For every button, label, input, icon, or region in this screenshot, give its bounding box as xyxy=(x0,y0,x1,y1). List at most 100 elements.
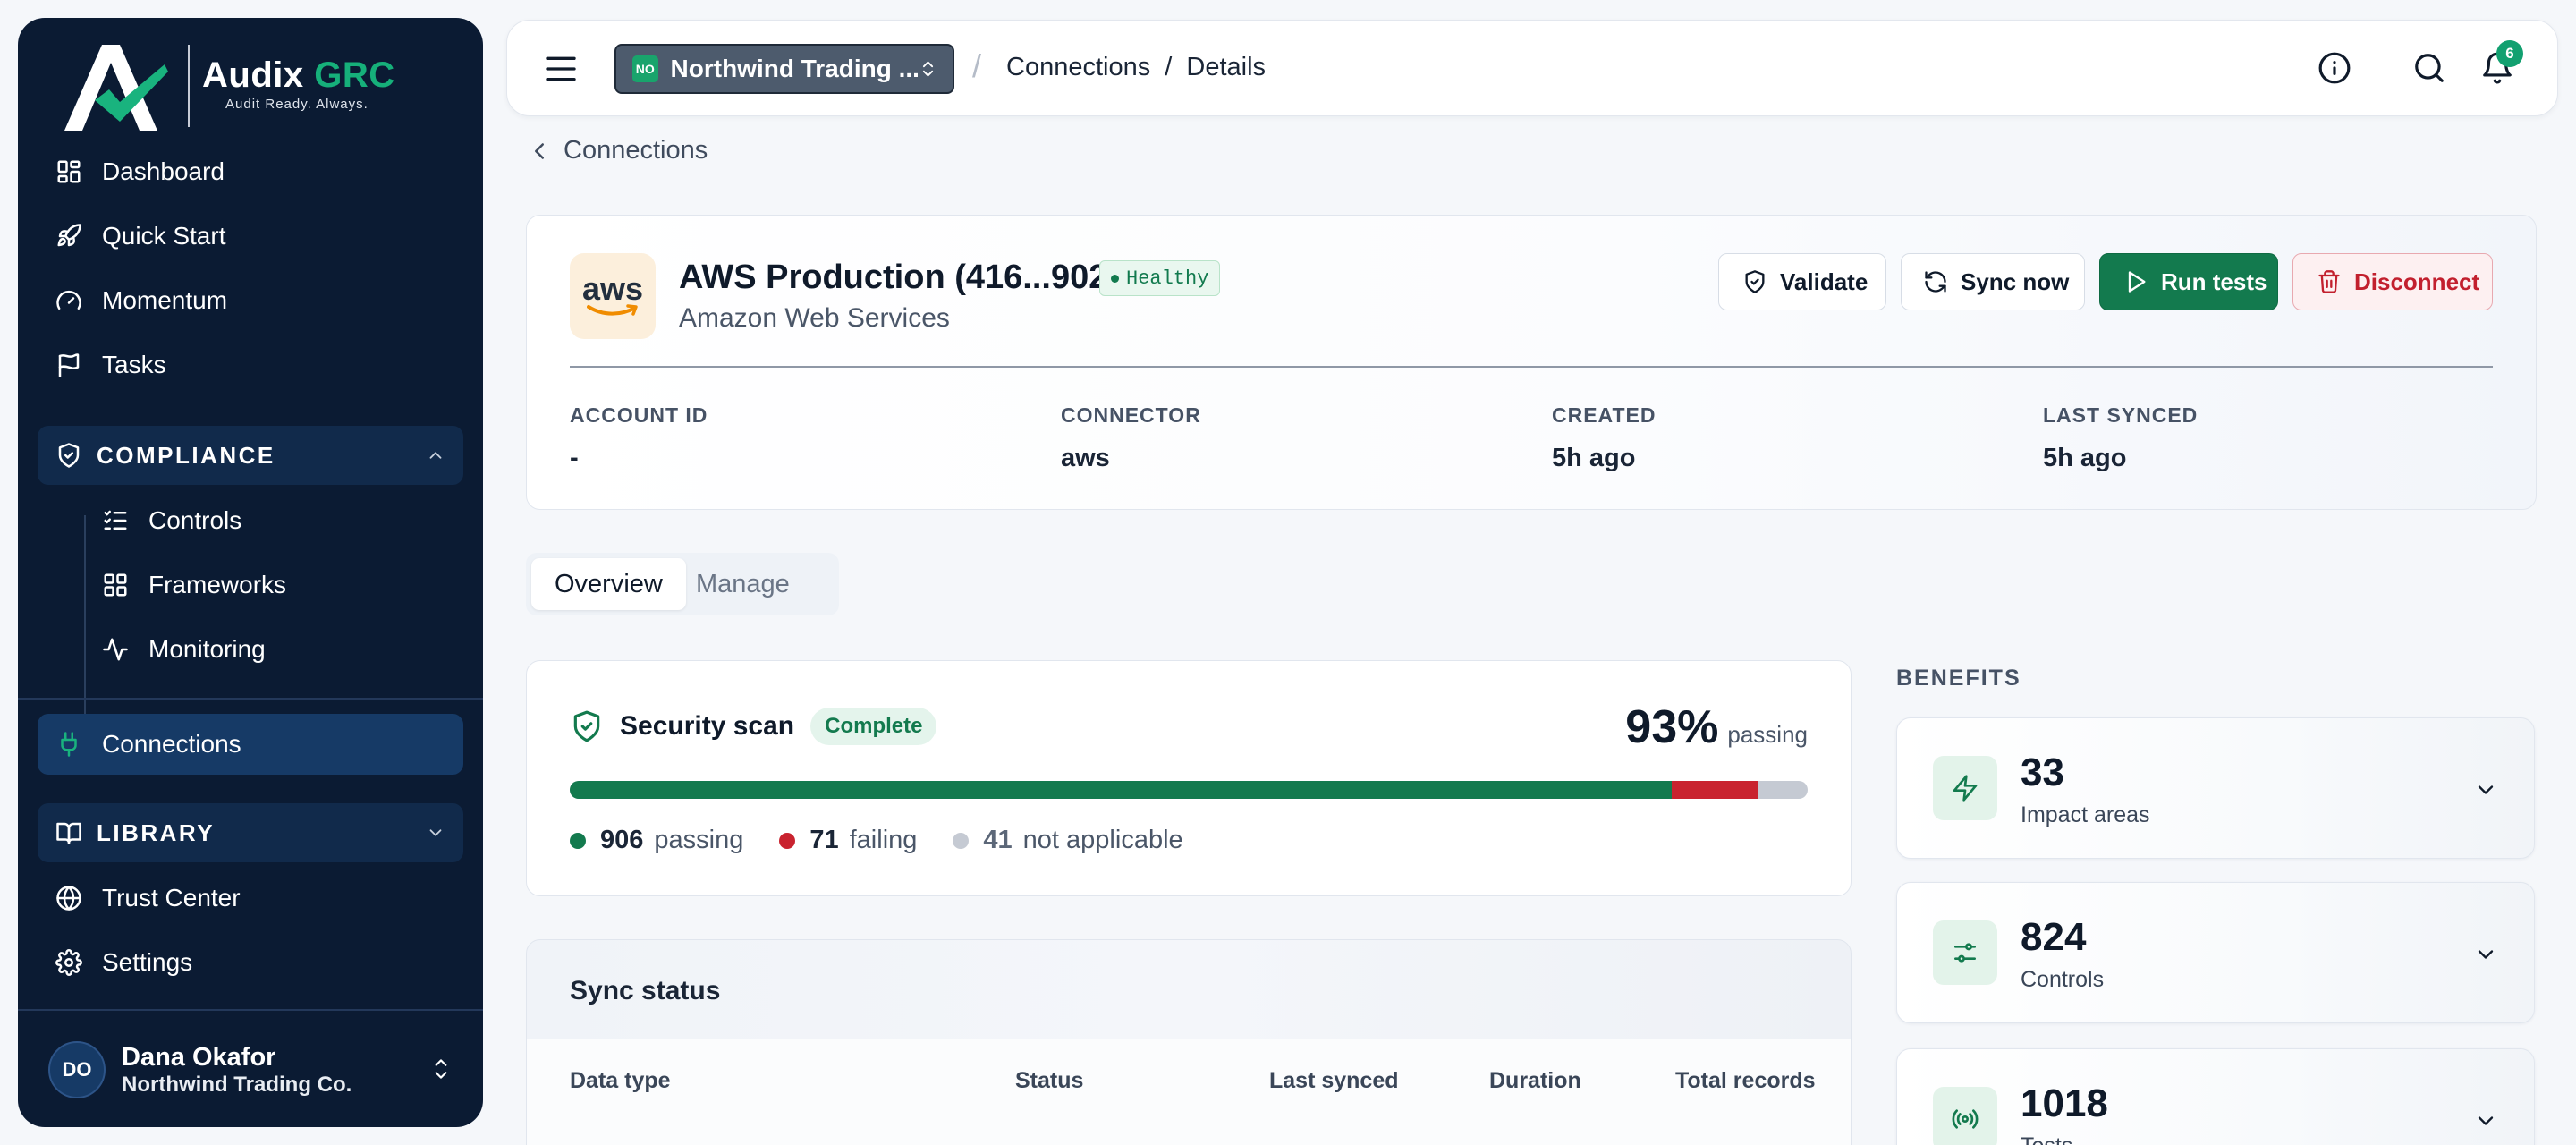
benefit-icon-box xyxy=(1933,920,1997,985)
sidebar-divider xyxy=(18,1009,483,1011)
aws-smile-icon xyxy=(587,304,638,316)
sync-now-label: Sync now xyxy=(1961,267,2070,295)
sidebar-item-settings[interactable]: Settings xyxy=(38,937,463,988)
trash-icon xyxy=(2318,270,2340,293)
benefit-value: 1018 xyxy=(2021,1081,2108,1125)
checklist-icon xyxy=(104,510,127,530)
sidebar-item-monitoring[interactable]: Monitoring xyxy=(38,624,463,674)
column-header[interactable]: Last synced xyxy=(1269,1068,1399,1093)
percent-value: 93% xyxy=(1625,701,1719,753)
chevron-down-icon xyxy=(429,829,442,836)
scan-title: Security scan xyxy=(620,711,795,741)
column-header[interactable]: Total records xyxy=(1675,1068,1816,1093)
passing-label: passing xyxy=(654,826,744,854)
scan-status-badge: Complete xyxy=(810,708,937,745)
tab-manage[interactable]: Manage xyxy=(696,569,790,598)
sidebar-item-label: Controls xyxy=(148,506,242,534)
aws-logo-text: aws xyxy=(581,270,644,307)
scan-progress-bar xyxy=(570,781,1808,799)
sidebar-item-dashboard[interactable]: Dashboard xyxy=(38,147,463,197)
sidebar-item-label: Quick Start xyxy=(102,222,226,250)
user-name: Dana Okafor xyxy=(122,1043,276,1072)
breadcrumb-divider: / xyxy=(1165,53,1173,81)
status-badge: Healthy xyxy=(1099,260,1221,296)
breadcrumb-connections[interactable]: Connections xyxy=(1006,53,1151,81)
brand-name: Audix GRC xyxy=(202,55,395,95)
info-icon[interactable] xyxy=(2318,51,2351,85)
meta-key: CREATED xyxy=(1552,403,1657,427)
meta-value: 5h ago xyxy=(1552,444,1636,472)
status-label: Healthy xyxy=(1126,267,1209,290)
sidebar-item-label: Settings xyxy=(102,948,193,976)
brand-tagline: Audit Ready. Always. xyxy=(225,97,369,112)
benefit-card-impact-areas[interactable]: 33 Impact areas xyxy=(1896,717,2535,859)
topbar: NO Northwind Trading ... / Connections /… xyxy=(506,20,2558,116)
progress-failing-segment xyxy=(1671,781,1758,799)
back-label: Connections xyxy=(564,136,708,165)
not-applicable-label: not applicable xyxy=(1022,826,1183,854)
flag-icon xyxy=(58,353,80,377)
bolt-icon xyxy=(1953,775,1978,802)
legend-failing: 71 failing xyxy=(779,826,917,855)
sidebar-item-tasks[interactable]: Tasks xyxy=(38,340,463,390)
refresh-icon xyxy=(1925,271,1946,293)
user-org: Northwind Trading Co. xyxy=(122,1073,352,1097)
chevron-left-icon xyxy=(535,142,544,159)
progress-passing-segment xyxy=(570,781,1672,799)
sync-status-title: Sync status xyxy=(570,976,721,1005)
org-switcher[interactable]: NO Northwind Trading ... xyxy=(614,44,954,94)
meta-created: CREATED 5h ago xyxy=(1552,403,1656,473)
sidebar-item-trust-center[interactable]: Trust Center xyxy=(38,873,463,923)
grid-icon xyxy=(57,160,80,183)
section-compliance[interactable]: COMPLIANCE xyxy=(38,426,463,485)
tab-overview[interactable]: Overview xyxy=(531,558,686,610)
gear-icon xyxy=(55,949,82,976)
org-badge: NO xyxy=(632,55,658,82)
scan-percent: 93% passing xyxy=(1625,700,1808,754)
avatar: DO xyxy=(48,1041,106,1098)
not-applicable-count: 41 xyxy=(983,826,1013,854)
sidebar-item-quick-start[interactable]: Quick Start xyxy=(38,211,463,261)
sidebar-item-controls[interactable]: Controls xyxy=(38,496,463,546)
tree-line xyxy=(84,515,86,714)
run-tests-button[interactable]: Run tests xyxy=(2099,253,2278,310)
meta-key: ACCOUNT ID xyxy=(570,403,708,427)
gauge-icon xyxy=(56,290,81,310)
column-header[interactable]: Data type xyxy=(570,1068,671,1093)
connection-header-card: aws AWS Production (416...9021) Healthy … xyxy=(526,215,2537,510)
benefit-card-controls[interactable]: 824 Controls xyxy=(1896,882,2535,1023)
meta-key: CONNECTOR xyxy=(1061,403,1201,427)
column-header[interactable]: Status xyxy=(1015,1068,1084,1093)
search-icon[interactable] xyxy=(2412,51,2446,85)
sidebar-item-label: Momentum xyxy=(102,286,228,314)
scan-header: Security scan Complete xyxy=(570,708,937,745)
back-link[interactable]: Connections xyxy=(526,136,708,165)
benefit-card-tests[interactable]: 1018 Tests xyxy=(1896,1048,2535,1145)
meta-value: - xyxy=(570,444,579,472)
meta-key: LAST SYNCED xyxy=(2043,403,2199,427)
sidebar-item-label: Connections xyxy=(102,730,242,758)
menu-icon[interactable] xyxy=(543,51,579,87)
section-library[interactable]: LIBRARY xyxy=(38,803,463,862)
sync-now-button[interactable]: Sync now xyxy=(1901,253,2085,310)
tab-bar: Overview Manage xyxy=(526,553,839,615)
sidebar-item-label: Trust Center xyxy=(102,884,241,912)
disconnect-button[interactable]: Disconnect xyxy=(2292,253,2493,310)
brand-logo[interactable]: Audix GRC Audit Ready. Always. xyxy=(47,27,394,134)
sidebar-item-frameworks[interactable]: Frameworks xyxy=(38,560,463,610)
benefit-value: 824 xyxy=(2021,915,2087,959)
passing-count: 906 xyxy=(600,826,644,854)
sync-status-card: Sync status Data type Status Last synced… xyxy=(526,939,1852,1145)
column-header[interactable]: Duration xyxy=(1489,1068,1581,1093)
user-menu[interactable]: DO Dana Okafor Northwind Trading Co. xyxy=(18,1013,483,1127)
sidebar-item-connections[interactable]: Connections xyxy=(38,714,463,775)
chevron-down-icon xyxy=(2478,1116,2494,1125)
benefit-label: Impact areas xyxy=(2021,802,2150,827)
breadcrumb-separator: / xyxy=(972,47,982,84)
bell-icon[interactable] xyxy=(2480,51,2514,85)
validate-button[interactable]: Validate xyxy=(1718,253,1886,310)
meta-value: 5h ago xyxy=(2043,444,2127,472)
grid-icon xyxy=(104,573,127,597)
sidebar-item-momentum[interactable]: Momentum xyxy=(38,276,463,326)
benefit-label: Controls xyxy=(2021,967,2105,992)
